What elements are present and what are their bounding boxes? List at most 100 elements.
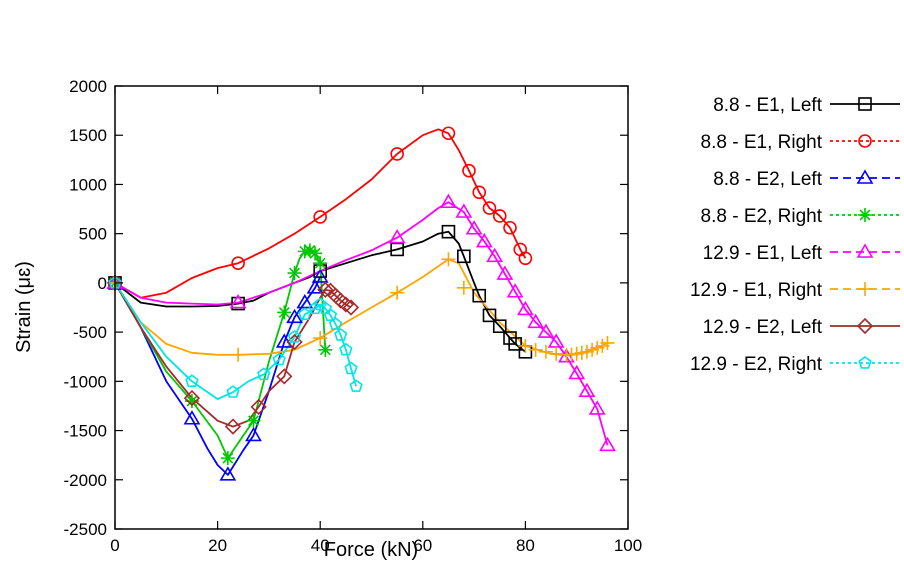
- legend-label: 12.9 - E1, Left: [703, 243, 823, 264]
- series-1-point: [508, 337, 522, 351]
- y-tick-label: -1000: [64, 372, 107, 391]
- series-4-point: [302, 243, 317, 258]
- legend-marker: [856, 169, 874, 184]
- series-8-point: [323, 308, 338, 322]
- series-8-point: [344, 361, 358, 375]
- y-tick-label: -1500: [64, 422, 107, 441]
- series-3-point: [286, 308, 303, 324]
- series-4-point: [246, 413, 261, 428]
- series-8-point: [298, 307, 312, 321]
- series-8-point: [328, 317, 343, 330]
- y-tick-label: 1000: [69, 175, 107, 194]
- series-7-point: [224, 418, 242, 435]
- series-8-point: [349, 379, 363, 392]
- series-8-point: [287, 330, 302, 343]
- series-5-point: [475, 232, 493, 248]
- legend: 8.8 - E1, Left 8.8 - E1, Right 8.8 - E2, L…: [690, 95, 900, 375]
- series-1-point: [482, 308, 497, 323]
- series-6-point: [600, 335, 615, 350]
- series-1-point: [441, 224, 456, 239]
- series-8-point: [272, 352, 286, 366]
- series-8-point: [185, 374, 199, 388]
- series-2-point: [503, 220, 517, 235]
- series-3-point: [183, 410, 201, 425]
- y-tick-label: -2500: [64, 520, 107, 539]
- series-line-1: [115, 230, 526, 353]
- series-4-point: [184, 394, 199, 409]
- legend-label: 8.8 - E1, Left: [713, 95, 823, 116]
- series-5-point: [517, 300, 534, 316]
- series-2-point: [518, 251, 533, 266]
- series-3-point: [311, 268, 329, 283]
- x-tick-label: 0: [110, 536, 119, 555]
- series-5-point: [506, 283, 524, 298]
- plot-frame: [114, 85, 629, 530]
- series-7-point: [276, 368, 293, 385]
- series-7-point: [337, 296, 354, 313]
- series-3-point: [245, 426, 262, 442]
- series-5-point: [440, 193, 457, 208]
- series-6-point: [313, 331, 328, 346]
- series-6-point: [518, 338, 533, 353]
- series-7-point: [183, 389, 201, 407]
- series-3-point: [219, 466, 237, 481]
- legend-marker: [856, 317, 874, 335]
- series-2-point: [231, 256, 245, 271]
- series-8-point: [226, 385, 240, 398]
- y-tick-label: -2000: [64, 471, 107, 490]
- y-tick-label: 500: [79, 225, 107, 244]
- series-2-point: [390, 147, 404, 161]
- legend-label: 8.8 - E2, Left: [713, 169, 823, 190]
- series-6-point: [441, 252, 456, 267]
- series-6-point: [231, 347, 246, 362]
- legend-marker: [858, 356, 872, 369]
- series-8-point: [339, 342, 353, 356]
- legend-label: 12.9 - E2, Right: [690, 354, 823, 375]
- series-5-point: [599, 436, 616, 452]
- legend-label: 8.8 - E1, Right: [701, 132, 823, 153]
- x-axis-title: Force (kN): [324, 539, 418, 561]
- series-5-point: [588, 400, 606, 415]
- series-4-point: [308, 246, 323, 261]
- x-tick-label: 60: [413, 536, 432, 555]
- series-1-point: [492, 319, 507, 334]
- series-6-point: [456, 280, 471, 295]
- series-7-point: [317, 281, 334, 298]
- series-4-point: [318, 342, 333, 357]
- y-tick-label: 2000: [69, 77, 107, 96]
- series-2-point: [313, 210, 328, 224]
- series-7-point: [250, 398, 267, 416]
- series-4-point: [297, 244, 312, 259]
- legend-marker: [858, 134, 872, 148]
- legend-marker: [856, 243, 874, 258]
- series-5-point: [527, 313, 545, 329]
- y-axis-title: Strain (μɛ): [13, 261, 35, 353]
- series-4-point: [277, 305, 292, 320]
- legend-marker: [858, 97, 872, 111]
- series-2-point: [462, 163, 476, 178]
- series-5-point: [568, 364, 586, 380]
- series-5-point: [578, 382, 596, 397]
- series-1-point: [231, 296, 245, 311]
- series-5-point: [496, 265, 514, 280]
- x-tick-label: 100: [614, 536, 642, 555]
- series-5-point: [229, 293, 247, 309]
- series-6-point: [549, 346, 564, 361]
- series-7-point: [342, 299, 360, 316]
- series-4-point: [220, 451, 235, 466]
- x-tick-label: 40: [311, 536, 330, 555]
- series-line-2: [115, 128, 527, 299]
- series-3-point: [306, 279, 324, 294]
- series-1-point: [457, 249, 471, 264]
- series-2-point: [441, 126, 456, 141]
- y-tick-label: 0: [98, 274, 107, 293]
- series-8-point: [257, 367, 271, 381]
- x-tick-label: 20: [208, 536, 227, 555]
- legend-label: 12.9 - E2, Left: [703, 317, 823, 338]
- x-tick-label: 80: [516, 536, 535, 555]
- y-tick-label: -500: [73, 323, 107, 342]
- legend-label: 12.9 - E1, Right: [690, 280, 823, 301]
- series-5-point: [465, 220, 483, 235]
- series-5-point: [537, 323, 555, 338]
